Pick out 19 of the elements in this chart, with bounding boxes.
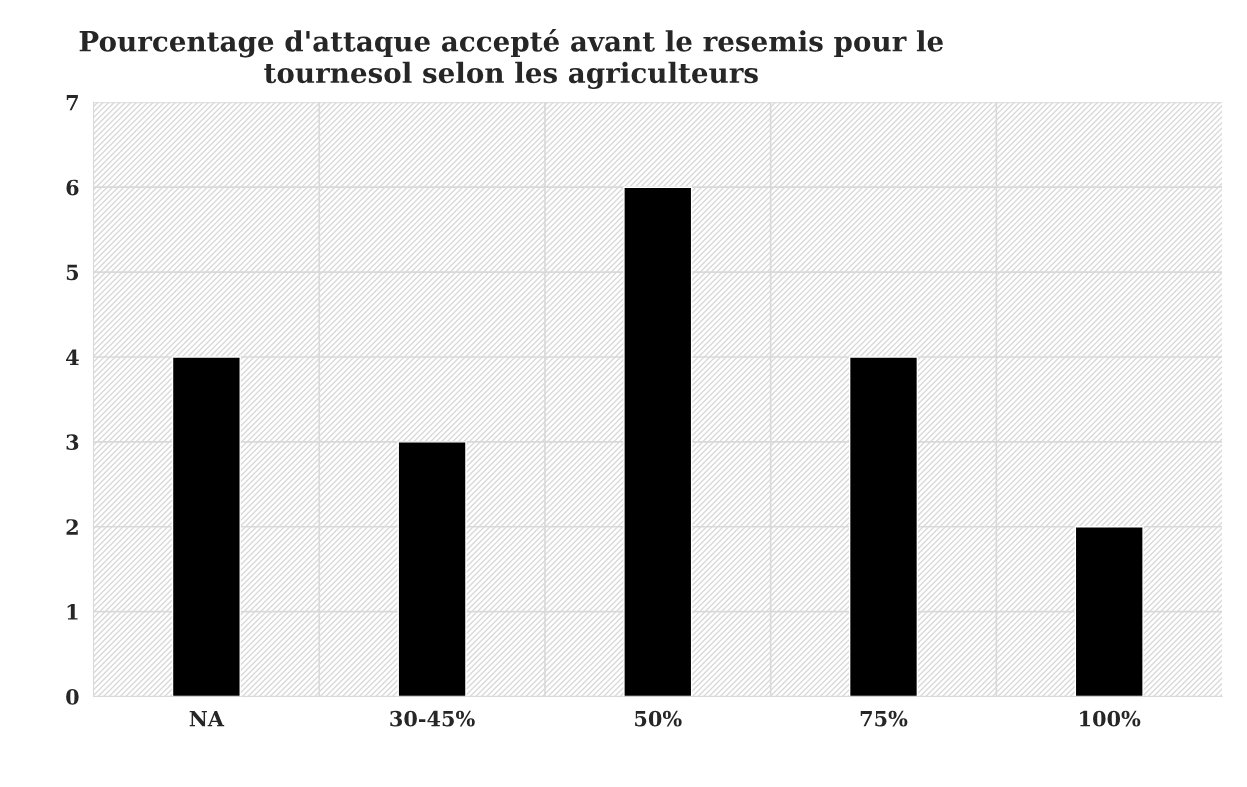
- x-tick-label: NA: [189, 711, 225, 727]
- x-tick-label: 75%: [860, 710, 908, 727]
- x-tick-label: 100%: [1080, 710, 1141, 727]
- x-tick-label: 30-45%: [390, 710, 475, 727]
- y-tick-label: 6: [66, 179, 79, 196]
- bar: [171, 356, 241, 697]
- y-tick-label: 0: [66, 688, 79, 705]
- y-tick-label: 7: [66, 95, 78, 111]
- bar: [1074, 526, 1144, 697]
- bar: [623, 186, 693, 697]
- bar: [848, 356, 919, 697]
- y-tick-label: 4: [66, 349, 79, 365]
- x-tick-label: 50%: [635, 710, 682, 727]
- y-tick-label: 2: [66, 519, 78, 535]
- y-tick-label: 5: [66, 264, 79, 281]
- y-tick-label: 3: [66, 434, 79, 451]
- bar: [397, 441, 467, 697]
- chart-title: Pourcentage d'attaque accepté avant le resemis pour le tournesol selon les agriculteurs: [79, 29, 943, 89]
- y-tick-label: 1: [67, 604, 78, 620]
